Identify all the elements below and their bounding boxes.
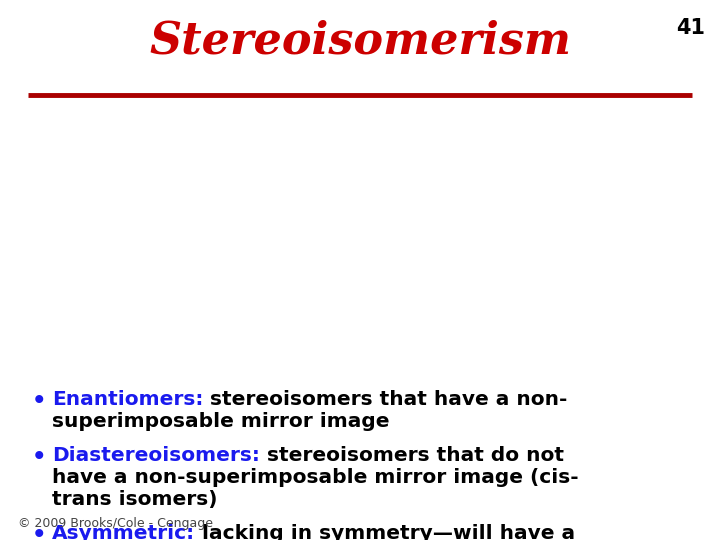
Text: lacking in symmetry—will have a: lacking in symmetry—will have a — [195, 524, 575, 540]
Text: stereoisomers that have a non-: stereoisomers that have a non- — [203, 390, 568, 409]
Text: •: • — [32, 446, 47, 469]
Text: 41: 41 — [676, 18, 705, 38]
Text: trans isomers): trans isomers) — [52, 490, 217, 509]
Text: Diastereoisomers:: Diastereoisomers: — [52, 446, 260, 465]
Text: •: • — [32, 390, 47, 413]
Text: stereoisomers that do not: stereoisomers that do not — [260, 446, 564, 465]
Text: © 2009 Brooks/Cole - Cengage: © 2009 Brooks/Cole - Cengage — [18, 517, 213, 530]
Text: Stereoisomerism: Stereoisomerism — [149, 20, 571, 63]
Text: •: • — [32, 524, 47, 540]
Text: Enantiomers:: Enantiomers: — [52, 390, 203, 409]
Text: superimposable mirror image: superimposable mirror image — [52, 412, 390, 431]
Text: have a non-superimposable mirror image (cis-: have a non-superimposable mirror image (… — [52, 468, 579, 487]
Text: Asymmetric:: Asymmetric: — [52, 524, 195, 540]
